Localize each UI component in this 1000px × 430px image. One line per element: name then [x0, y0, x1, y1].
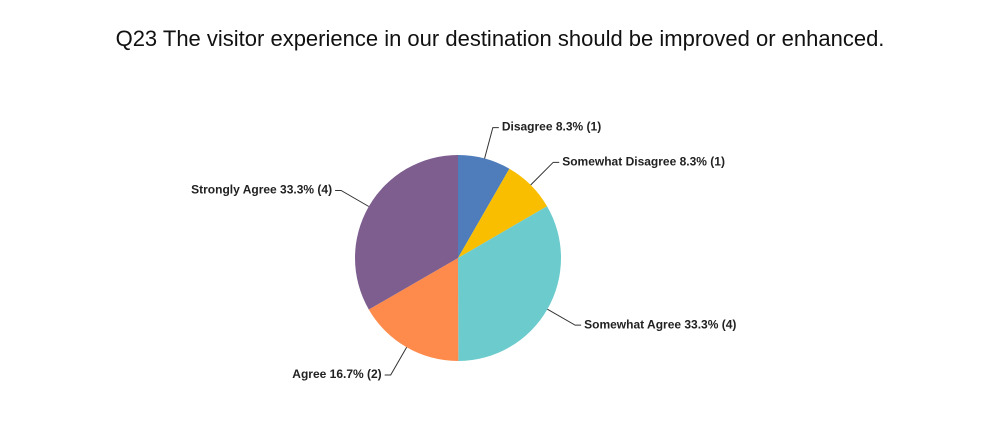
data-label: Somewhat Agree 33.3% (4) [584, 317, 736, 331]
leader-line [335, 190, 370, 207]
data-label: Disagree 8.3% (1) [502, 120, 601, 134]
leader-line [484, 127, 499, 159]
pie-slice [458, 206, 561, 361]
leader-line [530, 161, 560, 186]
data-label: Agree 16.7% (2) [292, 367, 381, 381]
leader-line [547, 308, 582, 326]
data-label: Strongly Agree 33.3% (4) [191, 183, 332, 197]
leader-line [384, 347, 408, 376]
data-label: Somewhat Disagree 8.3% (1) [562, 154, 725, 168]
pie-slice [458, 168, 548, 258]
pie-slice [355, 155, 458, 310]
chart-title: Q23 The visitor experience in our destin… [116, 26, 885, 51]
pie-slice [458, 155, 510, 258]
pie-slice [368, 258, 459, 361]
